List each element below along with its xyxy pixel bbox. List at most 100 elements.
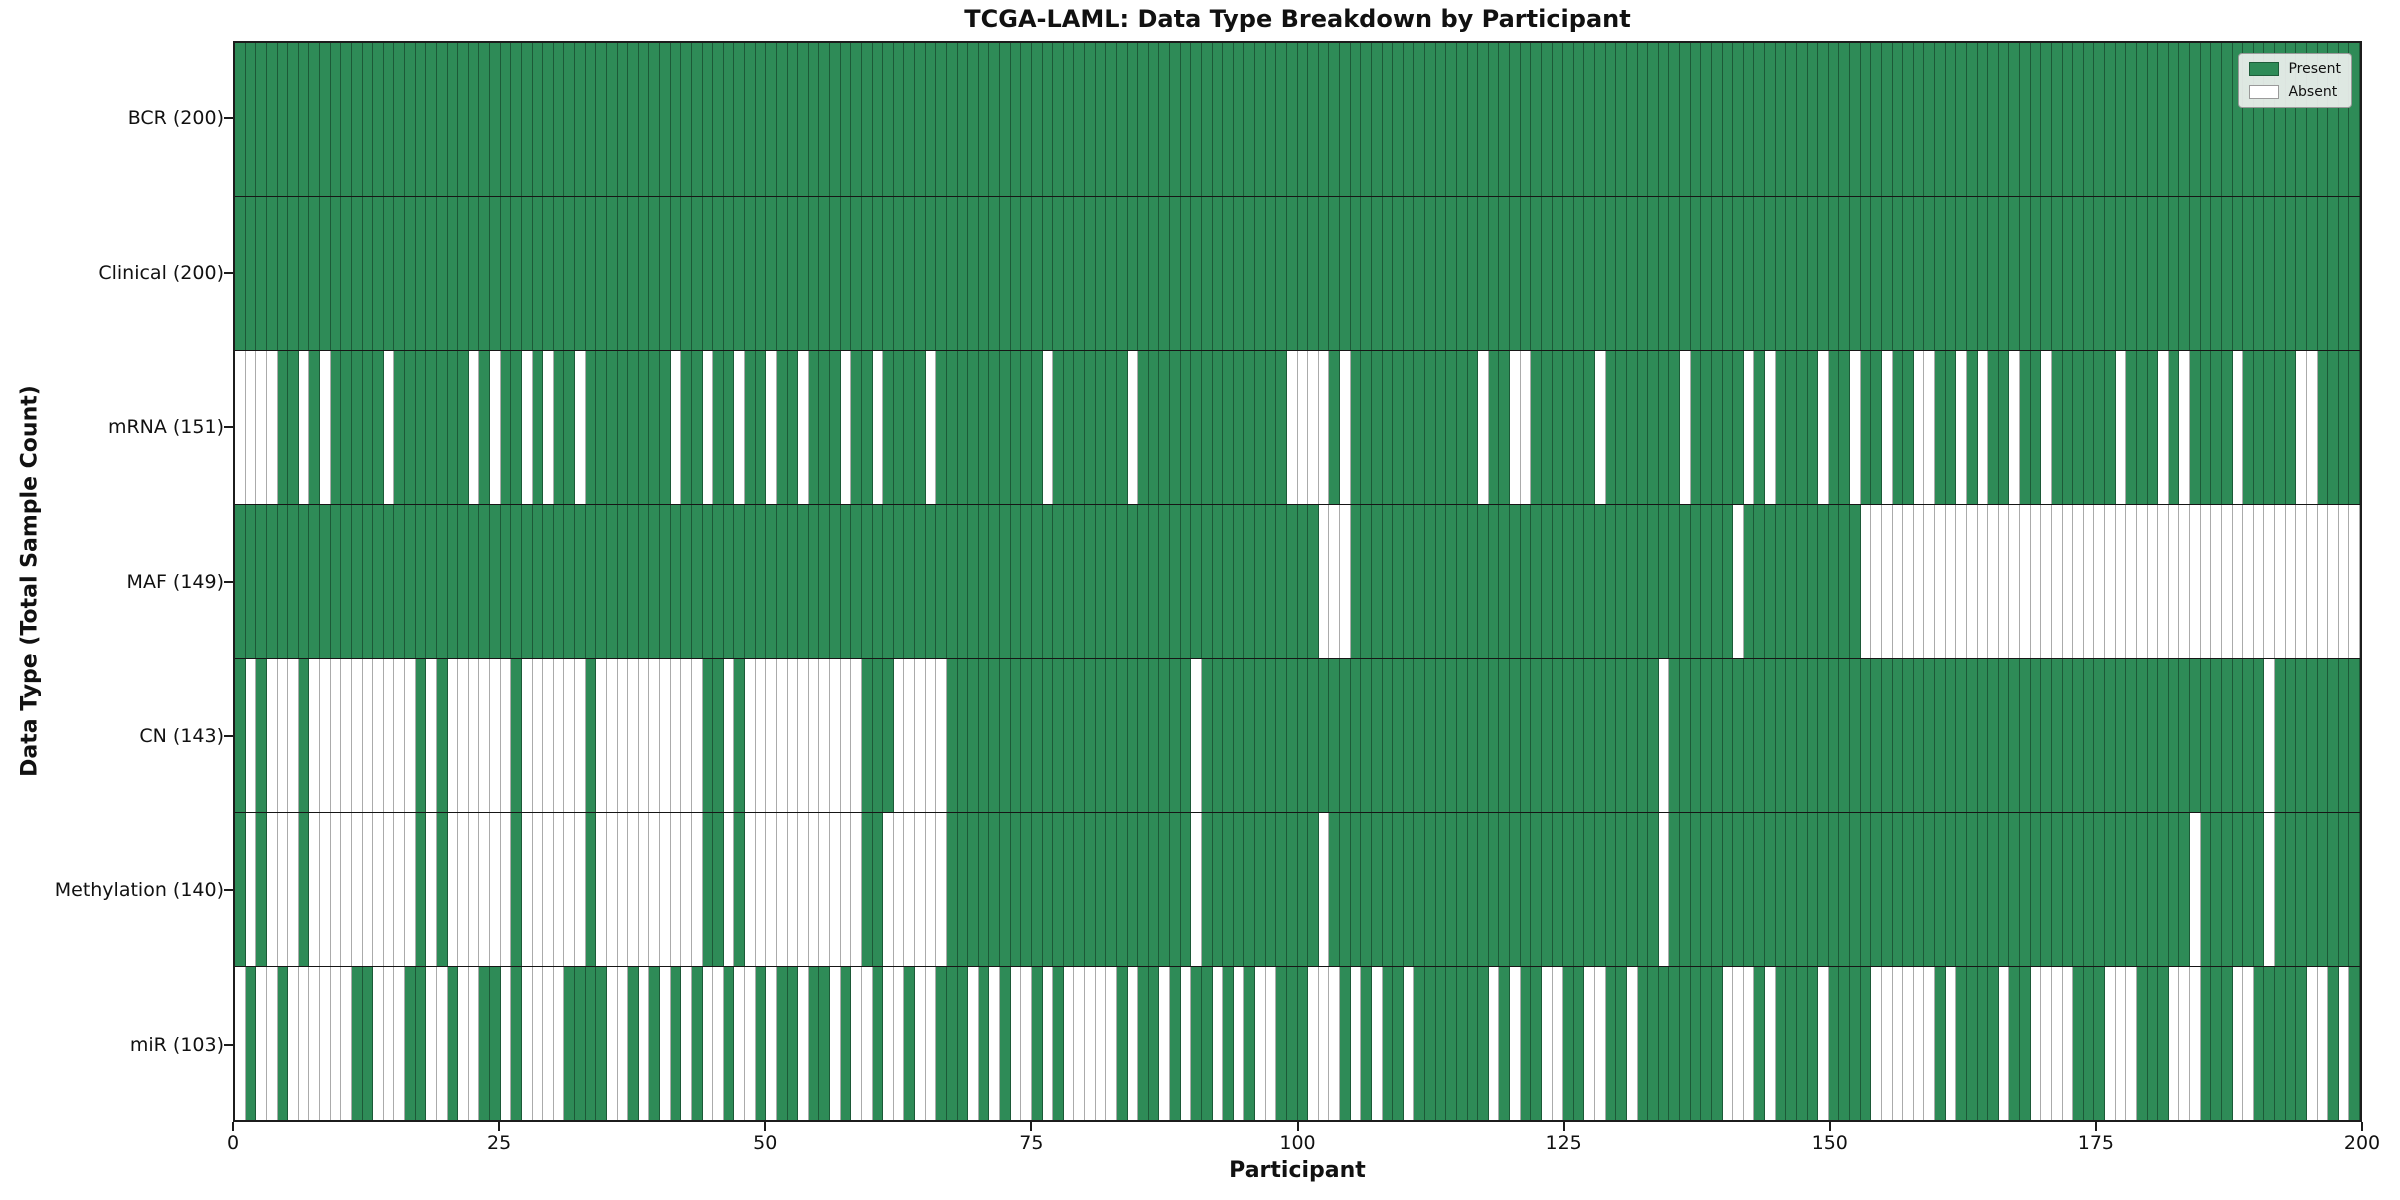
heatmap-cell bbox=[2338, 659, 2350, 812]
y-tick-mark bbox=[224, 889, 233, 892]
heatmap-cell bbox=[1329, 967, 1340, 1120]
heatmap-cell bbox=[245, 43, 257, 196]
x-tick-mark bbox=[764, 1122, 767, 1131]
heatmap-cell bbox=[2243, 659, 2254, 812]
heatmap-cell bbox=[2041, 967, 2052, 1120]
heatmap-cell bbox=[351, 967, 363, 1120]
heatmap-cell bbox=[1541, 43, 1553, 196]
heatmap-cell bbox=[564, 197, 575, 350]
heatmap-cell bbox=[1180, 967, 1192, 1120]
heatmap-cell bbox=[925, 813, 937, 966]
heatmap-cell bbox=[1244, 505, 1255, 658]
heatmap-cell bbox=[479, 505, 490, 658]
heatmap-cell bbox=[1425, 659, 1436, 812]
heatmap-cell bbox=[1658, 659, 1670, 812]
heatmap-cell bbox=[638, 351, 650, 504]
heatmap-cell bbox=[840, 505, 852, 658]
heatmap-cell bbox=[745, 967, 756, 1120]
heatmap-cell bbox=[1010, 351, 1022, 504]
heatmap-cell bbox=[468, 197, 480, 350]
heatmap-cell bbox=[1053, 197, 1064, 350]
heatmap-cell bbox=[1626, 813, 1638, 966]
heatmap-cell bbox=[957, 351, 969, 504]
heatmap-cell bbox=[330, 813, 342, 966]
heatmap-cell bbox=[1329, 505, 1340, 658]
heatmap-cell bbox=[2243, 43, 2254, 196]
heatmap-cell bbox=[383, 967, 395, 1120]
heatmap-cell bbox=[808, 505, 820, 658]
heatmap-cell bbox=[1510, 659, 1521, 812]
heatmap-cell bbox=[2296, 813, 2307, 966]
heatmap-cell bbox=[840, 659, 852, 812]
heatmap-cell bbox=[2126, 967, 2137, 1120]
heatmap-cell bbox=[1021, 659, 1032, 812]
heatmap-cell bbox=[2232, 197, 2244, 350]
heatmap-cell bbox=[447, 197, 459, 350]
heatmap-cell bbox=[2296, 967, 2307, 1120]
heatmap-cell bbox=[2275, 813, 2286, 966]
heatmap-cell bbox=[245, 813, 257, 966]
heatmap-cell bbox=[1945, 351, 1957, 504]
heatmap-cell bbox=[1626, 659, 1638, 812]
x-tick-mark bbox=[1296, 1122, 1299, 1131]
heatmap-cell bbox=[2328, 813, 2339, 966]
heatmap-cell bbox=[1382, 43, 1394, 196]
heatmap-cell bbox=[1786, 197, 1797, 350]
heatmap-cell bbox=[2020, 351, 2031, 504]
heatmap-cell bbox=[1467, 197, 1479, 350]
heatmap-cell bbox=[968, 43, 979, 196]
heatmap-cell bbox=[1393, 659, 1404, 812]
heatmap-cell bbox=[288, 351, 299, 504]
heatmap-cell bbox=[861, 43, 873, 196]
heatmap-cell bbox=[426, 967, 437, 1120]
heatmap-cell bbox=[2030, 505, 2042, 658]
heatmap-cell bbox=[1212, 351, 1224, 504]
heatmap-cell bbox=[1743, 813, 1755, 966]
heatmap-cell bbox=[681, 967, 692, 1120]
heatmap-cell bbox=[1924, 659, 1935, 812]
heatmap-cell bbox=[1127, 197, 1139, 350]
heatmap-cell bbox=[521, 351, 533, 504]
heatmap-cell bbox=[1499, 197, 1510, 350]
heatmap-cell bbox=[309, 351, 320, 504]
heatmap-cell bbox=[1116, 43, 1128, 196]
heatmap-cell bbox=[2328, 967, 2339, 1120]
heatmap-cell bbox=[2349, 659, 2360, 812]
heatmap-cell bbox=[2232, 659, 2244, 812]
heatmap-cell bbox=[957, 813, 969, 966]
heatmap-cell bbox=[2041, 351, 2052, 504]
heatmap-cell bbox=[713, 43, 724, 196]
heatmap-cell bbox=[2190, 351, 2201, 504]
heatmap-cell bbox=[1233, 505, 1245, 658]
heatmap-cell bbox=[405, 351, 416, 504]
heatmap-cell bbox=[330, 351, 342, 504]
heatmap-cell bbox=[766, 43, 777, 196]
heatmap-cell bbox=[447, 659, 459, 812]
heatmap-grid bbox=[235, 43, 2360, 1120]
heatmap-cell bbox=[2083, 813, 2095, 966]
heatmap-cell bbox=[1308, 351, 1319, 504]
heatmap-cell bbox=[256, 351, 267, 504]
heatmap-cell bbox=[713, 813, 724, 966]
heatmap-cell bbox=[1095, 197, 1107, 350]
heatmap-cell bbox=[1329, 351, 1340, 504]
heatmap-cell bbox=[2062, 967, 2074, 1120]
heatmap-cell bbox=[2020, 967, 2031, 1120]
heatmap-cell bbox=[1924, 197, 1935, 350]
heatmap-cell bbox=[691, 967, 703, 1120]
heatmap-cell bbox=[2200, 197, 2212, 350]
heatmap-cell bbox=[1233, 813, 1245, 966]
heatmap-cell bbox=[691, 659, 703, 812]
heatmap-cell bbox=[2105, 43, 2116, 196]
heatmap-cell bbox=[596, 505, 607, 658]
heatmap-cell bbox=[341, 43, 352, 196]
heatmap-cell bbox=[2211, 197, 2222, 350]
heatmap-cell bbox=[2168, 197, 2180, 350]
heatmap-cell bbox=[2009, 813, 2020, 966]
heatmap-cell bbox=[1743, 505, 1755, 658]
heatmap-cell bbox=[1881, 967, 1893, 1120]
heatmap-cell bbox=[1499, 505, 1510, 658]
heatmap-cell bbox=[617, 505, 629, 658]
heatmap-cell bbox=[851, 197, 862, 350]
heatmap-cell bbox=[1626, 43, 1638, 196]
